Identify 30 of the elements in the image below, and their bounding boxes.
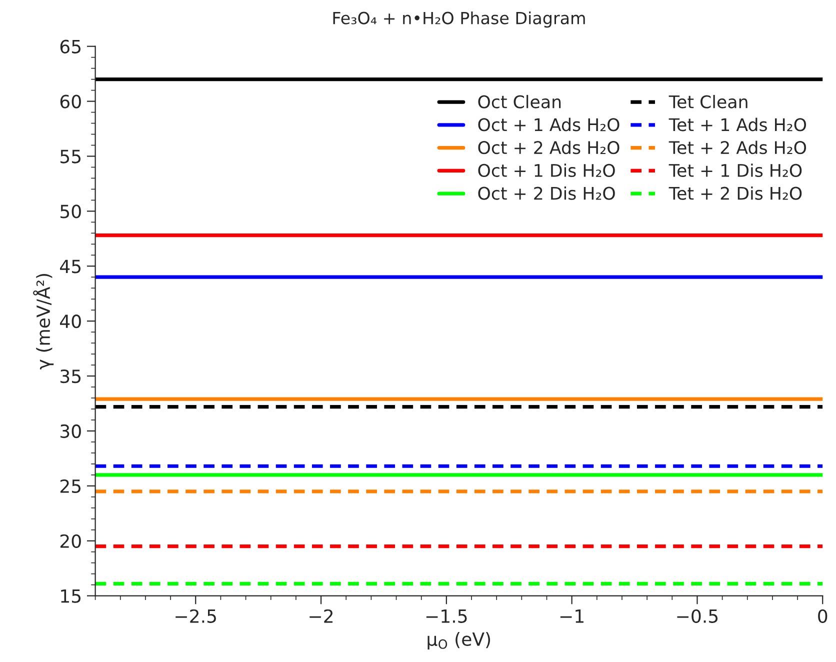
legend-label: Oct + 1 Ads H₂O	[478, 118, 620, 132]
x-tick-label: −1.5	[426, 610, 467, 623]
y-axis-title: γ (meV/Å²)	[33, 274, 54, 370]
y-tick-label: 15	[61, 589, 81, 603]
legend-label: Tet Clean	[668, 94, 748, 108]
y-tick-label: 25	[60, 479, 81, 494]
x-tick-label: −2.5	[176, 609, 216, 623]
y-tick-label: 20	[60, 534, 81, 548]
legend-label: Oct + 1 Dis H₂O	[478, 164, 615, 178]
y-tick-label: 50	[60, 204, 81, 218]
legend-label: Tet + 2 Dis H₂O	[668, 186, 802, 200]
legend-label: Tet + 1 Dis H₂O	[668, 164, 802, 178]
y-tick-label: 45	[60, 260, 81, 274]
y-tick-label: 35	[60, 369, 81, 384]
x-axis-title: μ$_{O}$ (eV)	[428, 632, 490, 650]
legend-label: Tet + 2 Ads H₂O	[668, 140, 806, 154]
y-tick-label: 40	[60, 314, 81, 328]
y-tick-label: 60	[60, 94, 81, 108]
legend-label: Tet + 1 Ads H₂O	[668, 118, 806, 132]
chart-title: Fe₃O₄ + n•H₂O Phase Diagram	[333, 11, 585, 28]
x-tick-label: −0.5	[677, 609, 718, 623]
x-tick-label: −1	[560, 610, 584, 623]
legend-label: Oct Clean	[478, 94, 561, 108]
x-tick-label: 0	[818, 609, 828, 623]
x-tick-label: −2	[310, 609, 333, 623]
y-tick-label: 65	[60, 40, 81, 54]
legend-label: Oct + 2 Ads H₂O	[478, 140, 620, 154]
y-tick-label: 30	[60, 424, 81, 438]
legend-label: Oct + 2 Dis H₂O	[478, 186, 615, 200]
y-tick-label: 55	[60, 150, 81, 164]
